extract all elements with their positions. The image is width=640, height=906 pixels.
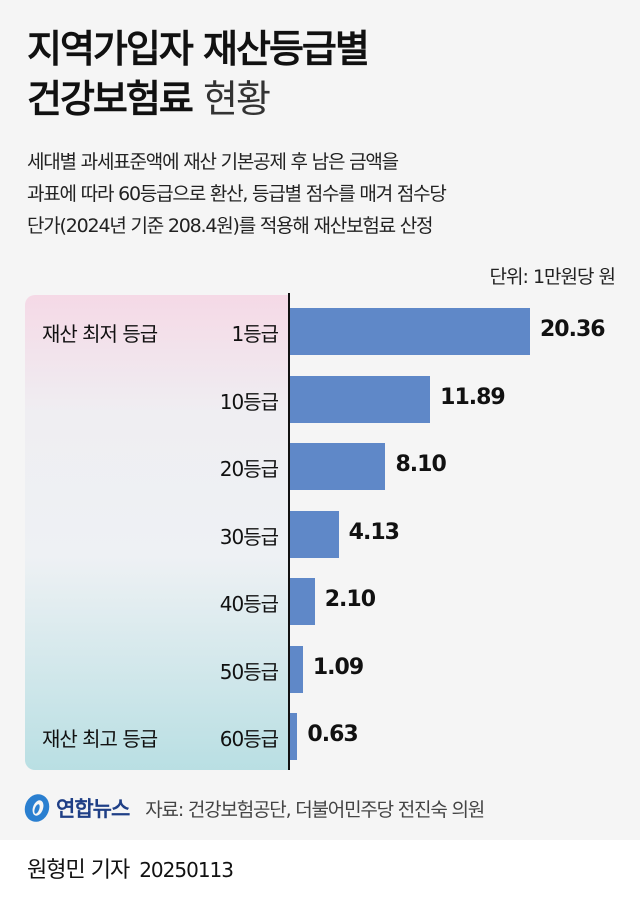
category-label: 30등급 xyxy=(219,524,279,549)
bar xyxy=(290,645,303,693)
value-label: 11.89 xyxy=(440,384,506,410)
bar-row: 50등급 1.09 xyxy=(0,645,640,693)
y-axis-line xyxy=(288,293,290,770)
logo-text: 연합뉴스 xyxy=(56,797,130,821)
byline: 원형민 기자 20250113 xyxy=(27,852,234,884)
value-label: 0.63 xyxy=(307,722,358,747)
grade-annotation: 재산 최저 등급 xyxy=(42,322,158,346)
bar-row: 재산 최고 등급 60등급 0.63 xyxy=(0,713,640,760)
unit-label: 단위: 1만원당 원 xyxy=(489,266,616,288)
category-label: 1등급 xyxy=(231,322,279,346)
bar xyxy=(290,375,431,423)
description-line: 세대별 과세표준액에 재산 기본공제 후 남은 금액을 xyxy=(27,151,399,173)
category-label-panel xyxy=(25,295,289,770)
chart-title: 지역가입자 재산등급별 건강보험료 현황 xyxy=(27,24,370,124)
bar xyxy=(290,308,530,355)
bar-row: 40등급 2.10 xyxy=(0,578,640,625)
source-text: 자료: 건강보험공단, 더불어민주당 전진숙 의원 xyxy=(145,798,485,821)
bar xyxy=(290,510,339,558)
grade-annotation: 재산 최고 등급 xyxy=(42,727,158,751)
value-label: 20.36 xyxy=(540,317,606,342)
bar xyxy=(290,578,315,625)
title-line2-light: 현황 xyxy=(203,77,271,121)
infographic-card: 지역가입자 재산등급별 건강보험료 현황 세대별 과세표준액에 재산 기본공제 … xyxy=(0,24,640,830)
title-line1: 지역가입자 재산등급별 xyxy=(27,27,370,71)
yonhap-logo: 연합뉴스 xyxy=(22,792,130,824)
title-line2-bold: 건강보험료 xyxy=(27,77,194,121)
value-label: 8.10 xyxy=(395,452,446,477)
bar-row: 30등급 4.13 xyxy=(0,510,640,558)
bar-row: 재산 최저 등급 1등급 20.36 xyxy=(0,308,640,355)
date: 20250113 xyxy=(139,858,234,882)
yonhap-logo-icon xyxy=(24,794,50,822)
description-line: 단가(2024년 기준 208.4원)를 적용해 재산보험료 산정 xyxy=(27,215,434,237)
bar-row: 10등급 11.89 xyxy=(0,375,640,423)
value-label: 1.09 xyxy=(312,654,364,680)
category-label: 40등급 xyxy=(219,592,279,616)
author: 원형민 기자 xyxy=(27,858,130,883)
value-label: 4.13 xyxy=(348,519,400,545)
category-label: 20등급 xyxy=(219,457,279,481)
category-label: 50등급 xyxy=(219,659,279,684)
description: 세대별 과세표준액에 재산 기본공제 후 남은 금액을 과표에 따라 60등급으… xyxy=(27,146,447,242)
category-label: 10등급 xyxy=(219,389,279,414)
bar xyxy=(290,713,298,760)
bar-row: 20등급 8.10 xyxy=(0,443,640,490)
value-label: 2.10 xyxy=(324,587,376,612)
category-label: 60등급 xyxy=(219,727,279,751)
description-line: 과표에 따라 60등급으로 환산, 등급별 점수를 매겨 점수당 xyxy=(27,183,447,205)
bar xyxy=(290,443,386,490)
footer: 연합뉴스 자료: 건강보험공단, 더불어민주당 전진숙 의원 xyxy=(22,786,485,830)
